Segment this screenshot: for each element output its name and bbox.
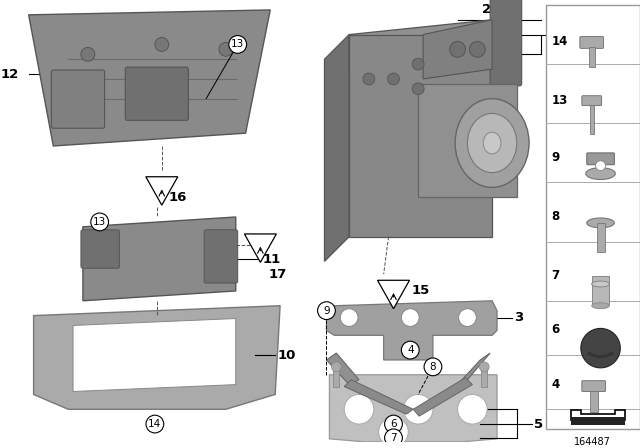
Circle shape [344,394,374,424]
Polygon shape [349,20,492,69]
Circle shape [401,341,419,359]
Text: 15: 15 [412,284,429,297]
Ellipse shape [455,99,529,187]
Bar [418,84,516,197]
Circle shape [340,309,358,327]
Polygon shape [324,34,349,261]
Text: 11: 11 [262,253,280,266]
Text: 9: 9 [323,306,330,316]
Circle shape [479,362,489,372]
Text: 1: 1 [563,28,572,41]
Text: 7: 7 [390,433,397,443]
FancyBboxPatch shape [580,37,604,48]
Circle shape [146,415,164,433]
Circle shape [229,35,246,53]
Ellipse shape [586,168,615,180]
Polygon shape [458,353,490,384]
Text: 14: 14 [148,419,161,429]
Bar [589,104,594,134]
Circle shape [219,43,233,56]
Circle shape [458,394,487,424]
Circle shape [385,429,403,447]
Text: 12: 12 [1,68,19,81]
FancyBboxPatch shape [204,230,237,283]
Ellipse shape [592,303,609,309]
Circle shape [412,83,424,95]
Text: 6: 6 [551,323,559,336]
Circle shape [385,415,403,433]
Circle shape [469,42,485,57]
Polygon shape [378,280,410,309]
Text: 14: 14 [551,34,568,47]
FancyBboxPatch shape [490,0,522,86]
FancyBboxPatch shape [582,96,602,106]
FancyBboxPatch shape [582,381,605,392]
Text: 16: 16 [169,191,187,204]
Circle shape [317,302,335,319]
Text: 10: 10 [277,349,296,362]
Text: 4: 4 [407,345,413,355]
Text: 13: 13 [93,217,106,227]
Text: 8: 8 [551,210,559,223]
Bar [349,34,492,237]
Circle shape [403,394,433,424]
Circle shape [596,161,605,171]
Circle shape [363,73,375,85]
Text: 164487: 164487 [574,437,611,447]
Circle shape [459,309,476,327]
Circle shape [581,328,620,368]
Polygon shape [29,10,270,146]
Text: 8: 8 [429,362,436,372]
Circle shape [401,309,419,327]
Text: 17: 17 [268,267,287,280]
Polygon shape [344,379,413,414]
Circle shape [332,362,341,372]
Bar [571,417,625,425]
Text: 5: 5 [534,418,543,431]
Bar [481,365,487,387]
Text: 2: 2 [482,4,492,17]
Polygon shape [83,217,236,301]
Circle shape [424,358,442,376]
Circle shape [91,213,109,231]
Bar [592,276,609,304]
Circle shape [388,73,399,85]
FancyBboxPatch shape [81,230,120,268]
Circle shape [379,417,408,447]
Bar [596,223,605,253]
Polygon shape [326,301,497,360]
Polygon shape [326,353,359,384]
Text: 6: 6 [390,419,397,429]
FancyBboxPatch shape [587,153,614,165]
Polygon shape [330,375,497,442]
Ellipse shape [483,132,501,154]
FancyBboxPatch shape [125,67,188,121]
Ellipse shape [467,113,516,172]
Bar [589,47,595,67]
Text: 7: 7 [551,269,559,282]
Bar [547,5,640,429]
Text: 9: 9 [551,151,559,164]
Polygon shape [413,378,472,416]
Polygon shape [423,20,492,79]
Text: 3: 3 [514,311,523,324]
Ellipse shape [587,218,614,228]
Text: 4: 4 [551,378,559,391]
Circle shape [450,42,465,57]
Circle shape [155,38,169,52]
FancyBboxPatch shape [51,70,104,128]
Polygon shape [146,177,178,205]
Polygon shape [73,319,236,392]
Polygon shape [571,410,625,420]
Text: 13: 13 [551,94,568,107]
Circle shape [81,47,95,61]
Polygon shape [34,306,280,409]
Bar [333,365,339,387]
Ellipse shape [592,281,609,287]
Text: 13: 13 [231,39,244,49]
Circle shape [412,58,424,70]
Bar [589,391,598,412]
Polygon shape [244,234,276,263]
